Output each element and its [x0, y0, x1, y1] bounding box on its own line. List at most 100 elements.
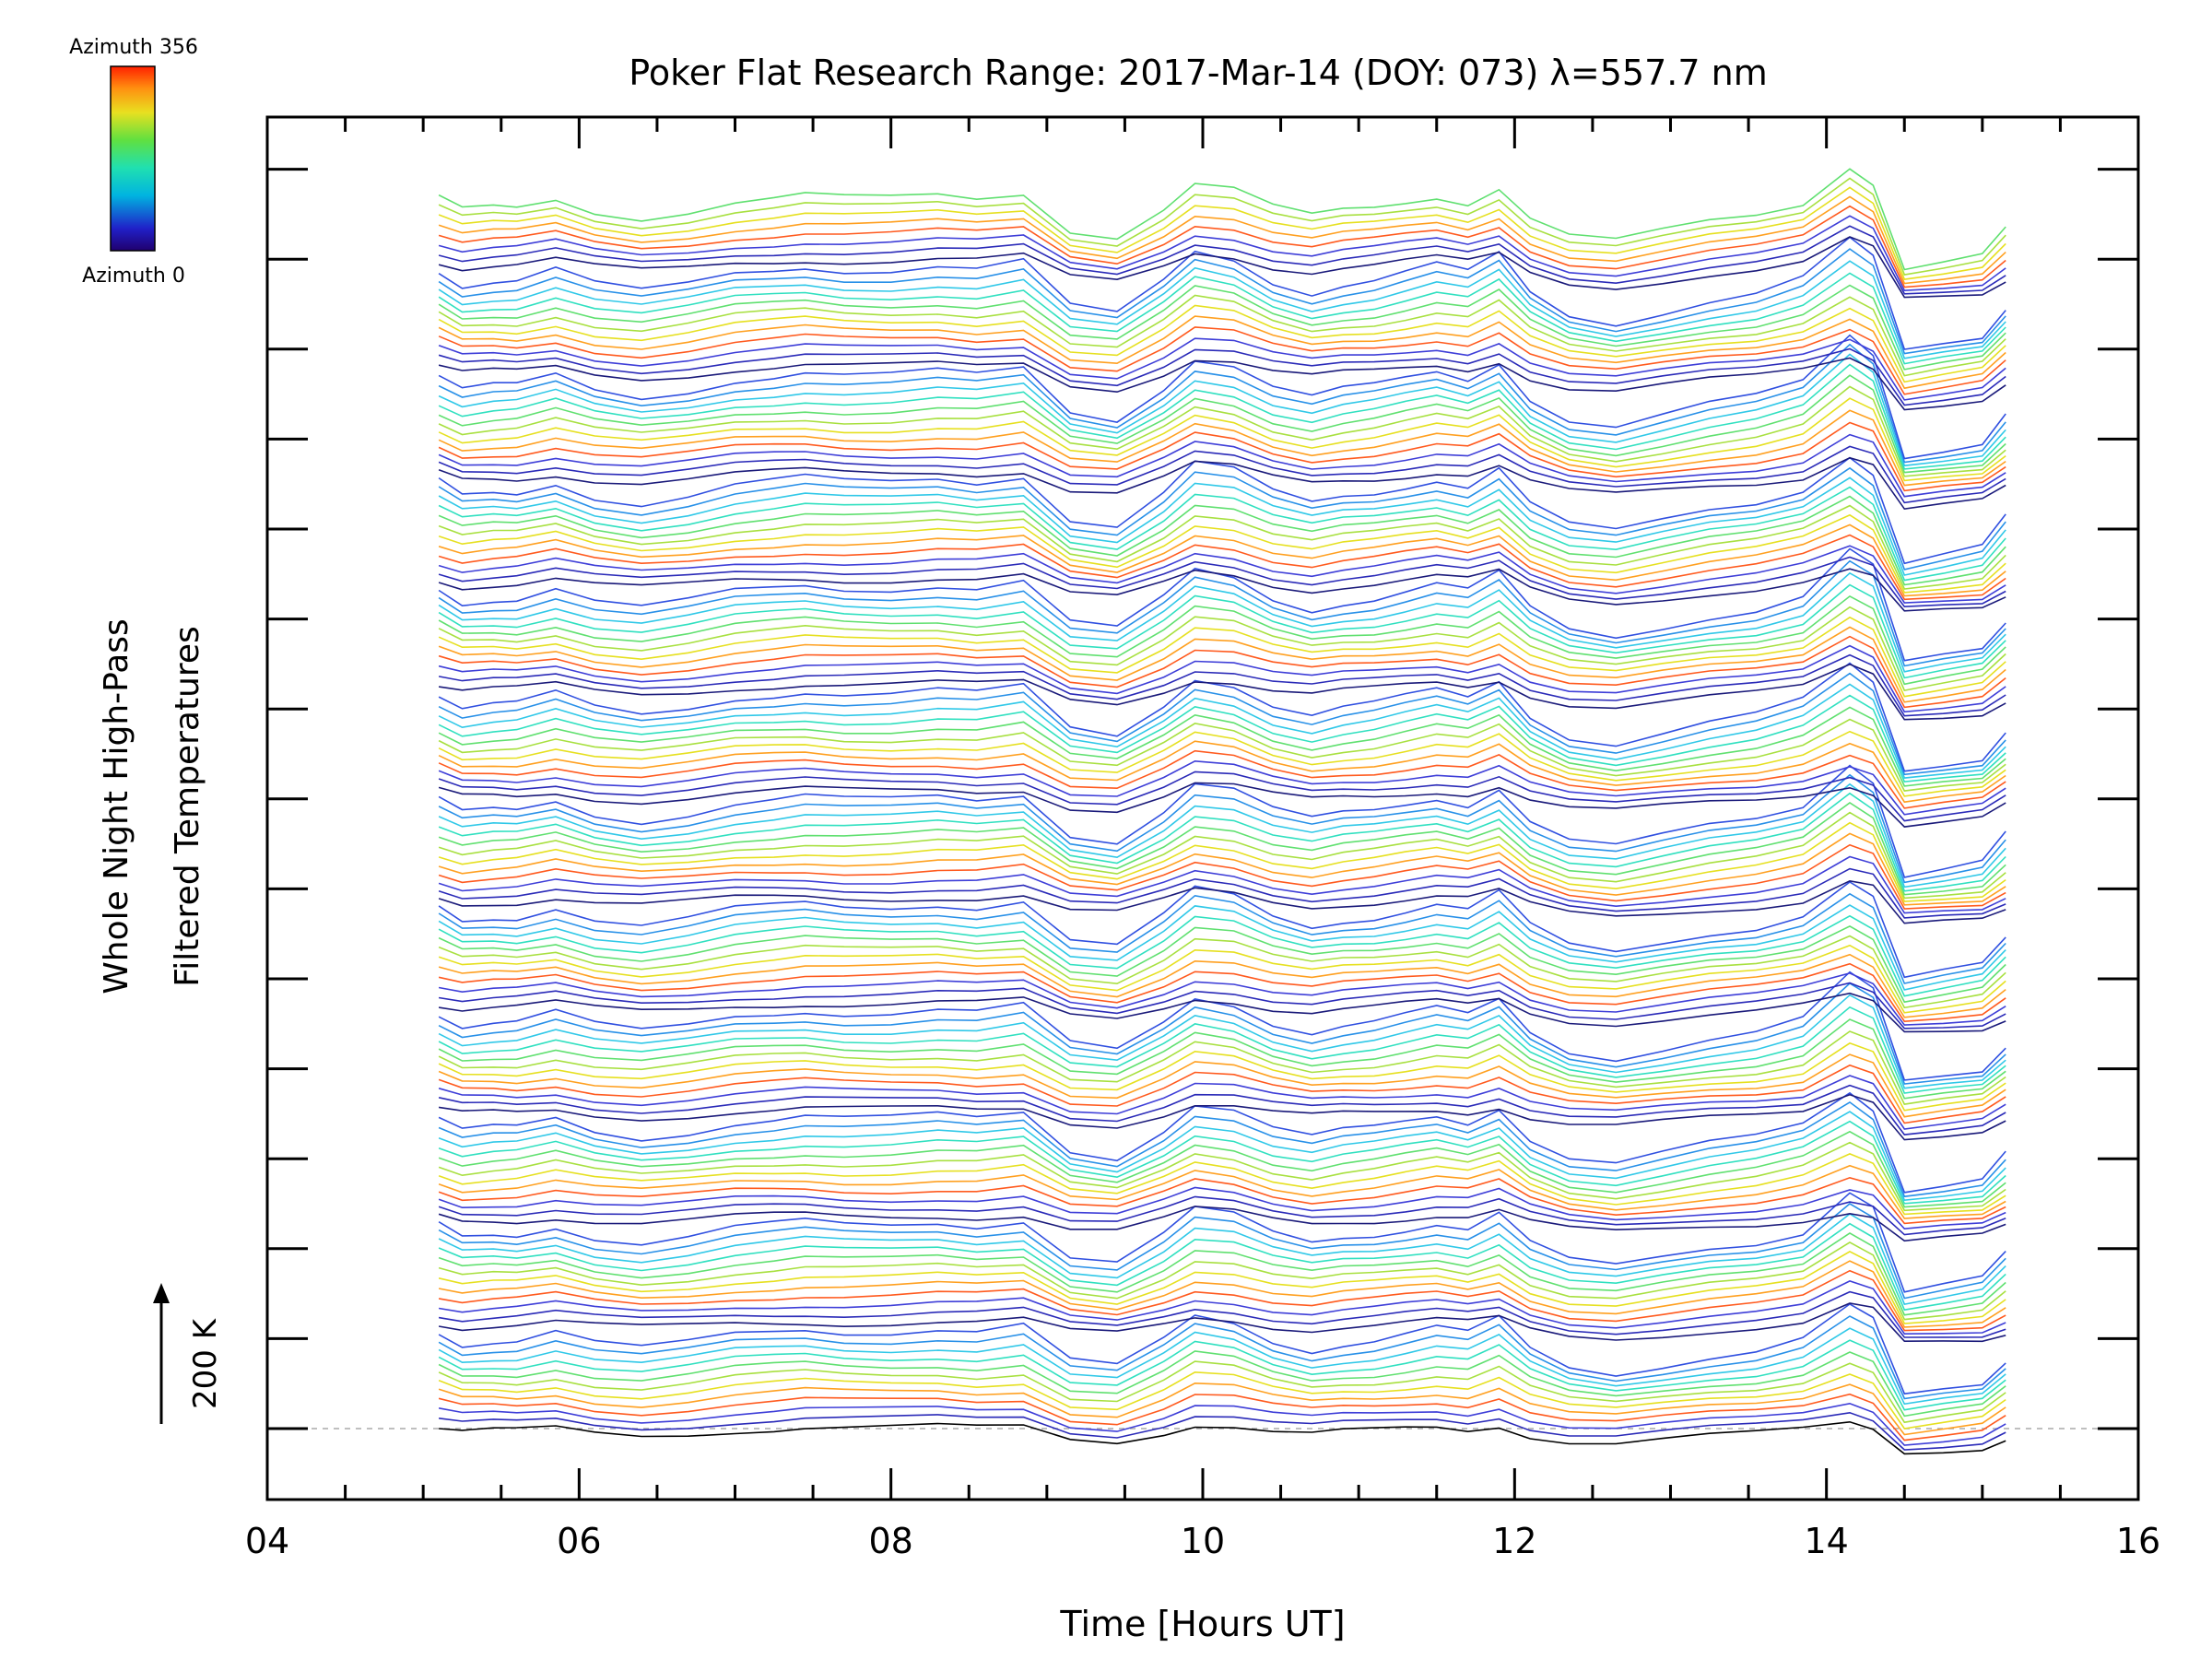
series-line — [438, 683, 2006, 779]
series-line — [438, 547, 2006, 662]
series-line — [438, 935, 2006, 1009]
x-axis-label: Time [Hours UT] — [1059, 1604, 1345, 1644]
series-line — [438, 1302, 2006, 1395]
series-line — [438, 433, 2006, 498]
series-line — [438, 337, 2006, 401]
series-line — [438, 773, 2006, 884]
series-line — [438, 663, 2006, 721]
x-tick-label: 04 — [245, 1521, 289, 1561]
series-line — [438, 168, 2006, 271]
series-line — [438, 782, 2006, 888]
series-line — [439, 1420, 2006, 1455]
series-line — [438, 1206, 2006, 1242]
series-line — [438, 315, 2006, 390]
series-line — [438, 466, 2006, 571]
x-tick-label: 12 — [1492, 1521, 1536, 1561]
series-line — [438, 706, 2006, 787]
series-line — [438, 1339, 2006, 1411]
series-line — [438, 821, 2006, 902]
series-line — [438, 456, 2006, 511]
scale-indicator: 200 K — [153, 1283, 224, 1424]
series-line — [438, 1006, 2006, 1094]
series-line — [438, 867, 2006, 919]
series-line — [438, 1371, 2006, 1430]
x-tick-label: 06 — [557, 1521, 601, 1561]
series-line — [438, 421, 2006, 492]
series-line — [438, 1382, 2006, 1436]
colorbar: Azimuth 356 Azimuth 0 — [69, 36, 198, 288]
series-line — [438, 1280, 2006, 1335]
series-line — [438, 1260, 2006, 1328]
series-line — [438, 260, 2006, 359]
series-line — [438, 944, 2006, 1014]
series-line — [438, 284, 2006, 371]
series-line — [438, 347, 2006, 406]
series-line — [438, 904, 2006, 991]
series-line — [438, 594, 2006, 686]
series-line — [438, 524, 2006, 597]
series-line — [438, 1091, 2006, 1194]
series-line — [438, 1222, 2006, 1312]
series-line — [438, 759, 2006, 816]
series-line — [438, 881, 2006, 979]
x-tick-label: 16 — [2116, 1521, 2160, 1561]
series-line — [438, 385, 2006, 477]
series-line — [438, 892, 2006, 984]
series-line — [438, 1186, 2006, 1230]
series-line — [438, 1402, 2006, 1446]
series-line — [438, 445, 2006, 504]
series-line — [438, 545, 2006, 604]
series-line — [438, 992, 2006, 1033]
series-line — [438, 855, 2006, 914]
series-line — [438, 811, 2006, 900]
series-line — [438, 1041, 2006, 1112]
series-line — [438, 1153, 2006, 1216]
series-line — [438, 294, 2006, 377]
series-line — [438, 924, 2006, 1004]
series-line — [438, 225, 2006, 295]
series-line — [438, 1250, 2006, 1324]
series-line — [438, 982, 2006, 1085]
series-line — [438, 782, 2006, 828]
series-line — [438, 843, 2006, 910]
series-line — [438, 1203, 2006, 1300]
series-line — [438, 477, 2006, 576]
series-line — [438, 1315, 2006, 1400]
series-line — [438, 672, 2006, 776]
series-line — [438, 914, 2006, 997]
series-line — [438, 1018, 2006, 1100]
series-line — [438, 1350, 2006, 1418]
series-line — [438, 1302, 2006, 1343]
x-tick-labels: 04 06 08 10 12 14 16 — [245, 1521, 2160, 1561]
series-line — [438, 1141, 2006, 1212]
series-line — [438, 1064, 2006, 1124]
series-line — [438, 1393, 2006, 1441]
series-line — [438, 363, 2006, 470]
series-line — [438, 326, 2006, 395]
series-line — [438, 486, 2006, 582]
colorbar-bottom-label: Azimuth 0 — [82, 265, 185, 288]
series-line — [438, 1030, 2006, 1105]
series-line — [438, 635, 2006, 709]
series-line — [438, 749, 2006, 809]
series-line — [438, 205, 2006, 288]
series-line — [438, 616, 2006, 698]
series-line — [438, 971, 2006, 1081]
series-line — [438, 495, 2006, 586]
series-line — [438, 583, 2006, 679]
series-line — [438, 1195, 2006, 1236]
series-line — [438, 1100, 2006, 1198]
series-line — [438, 534, 2006, 601]
series-line — [438, 1093, 2006, 1141]
series-line — [438, 764, 2006, 878]
series-line — [438, 606, 2006, 692]
axis-ticks — [265, 117, 2140, 1500]
series-line — [438, 879, 2006, 924]
scale-label: 200 K — [187, 1317, 224, 1409]
series-line — [438, 1084, 2006, 1135]
series-line — [438, 304, 2006, 383]
colorbar-gradient — [110, 65, 156, 252]
series-line — [438, 953, 2006, 1018]
series-line — [438, 1241, 2006, 1321]
series-line — [438, 644, 2006, 713]
